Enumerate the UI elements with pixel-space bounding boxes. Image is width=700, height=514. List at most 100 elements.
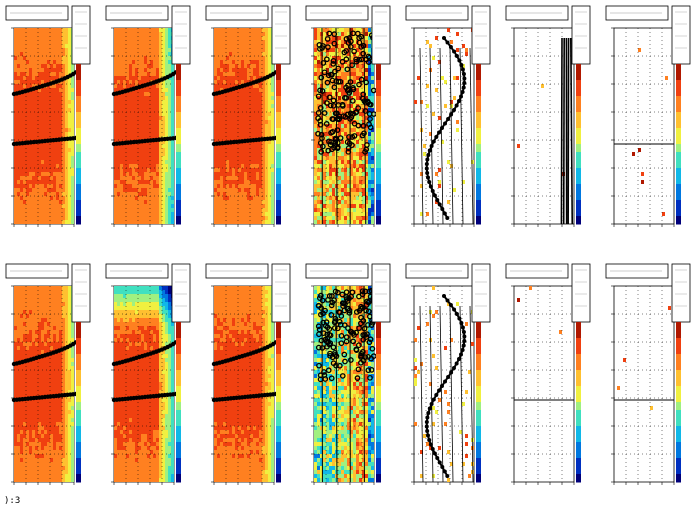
heat-cell	[68, 330, 71, 334]
heat-cell	[350, 188, 353, 192]
heat-cell	[268, 40, 271, 44]
marker-track	[363, 27, 367, 225]
heat-cell	[338, 92, 341, 96]
heat-cell	[159, 140, 162, 144]
heat-cell	[38, 290, 41, 294]
heat-cell	[147, 100, 150, 104]
heat-cell	[20, 334, 23, 338]
heat-cell	[444, 80, 447, 84]
heat-cell	[53, 322, 56, 326]
colorbar-cell	[576, 208, 581, 217]
heat-cell	[120, 32, 123, 36]
heat-cell	[265, 56, 268, 60]
heat-cell	[20, 172, 23, 176]
heat-cell	[268, 184, 271, 188]
heat-cell	[332, 216, 335, 220]
colorbar-cell	[576, 80, 581, 89]
heat-cell	[371, 220, 374, 224]
heat-cell	[17, 68, 20, 72]
heat-cell	[371, 84, 374, 88]
heat-cell	[238, 168, 241, 172]
heat-cell	[268, 144, 271, 148]
heat-cell	[53, 306, 56, 310]
heat-cell	[138, 72, 141, 76]
heat-cell	[65, 326, 68, 330]
colorbar-cell	[376, 88, 381, 97]
heat-cell	[23, 212, 26, 216]
heat-cell	[359, 176, 362, 180]
heat-cell	[71, 84, 74, 88]
heat-cell	[56, 96, 59, 100]
heat-cell	[426, 40, 429, 44]
heat-cell	[265, 196, 268, 200]
heat-cell	[129, 180, 132, 184]
heat-cell	[217, 72, 220, 76]
heat-cell	[271, 220, 274, 224]
heat-cell	[65, 80, 68, 84]
heat-cell	[344, 200, 347, 204]
heat-cell	[232, 104, 235, 108]
heat-cell	[135, 208, 138, 212]
heat-cell	[123, 112, 126, 116]
heat-cell	[62, 152, 65, 156]
heat-cell	[241, 112, 244, 116]
heat-cell	[156, 52, 159, 56]
heat-cell	[329, 88, 332, 92]
heat-cell	[123, 208, 126, 212]
heat-cell	[326, 152, 329, 156]
heat-cell	[165, 180, 168, 184]
heat-cell	[338, 196, 341, 200]
heat-cell	[56, 196, 59, 200]
heat-cell	[150, 208, 153, 212]
heat-cell	[23, 306, 26, 310]
heat-cell	[141, 172, 144, 176]
heat-cell	[47, 68, 50, 72]
heat-cell	[226, 48, 229, 52]
heat-cell	[362, 40, 365, 44]
heat-cell	[214, 52, 217, 56]
heat-cell	[165, 216, 168, 220]
heat-cell	[359, 208, 362, 212]
heat-cell	[159, 176, 162, 180]
heat-cell	[359, 128, 362, 132]
heat-cell	[256, 104, 259, 108]
heat-cell	[344, 44, 347, 48]
heat-cell	[344, 172, 347, 176]
heat-cell	[165, 124, 168, 128]
heat-cell	[162, 84, 165, 88]
heat-cell	[453, 76, 456, 80]
heat-cell	[144, 144, 147, 148]
heat-cell	[365, 168, 368, 172]
heat-cell	[165, 156, 168, 160]
heat-cell	[371, 200, 374, 204]
heat-cell	[323, 220, 326, 224]
heat-cell	[38, 124, 41, 128]
heat-cell	[56, 330, 59, 334]
heat-cell	[268, 148, 271, 152]
heat-cell	[268, 36, 271, 40]
heat-cell	[68, 156, 71, 160]
heat-cell	[250, 192, 253, 196]
heat-cell	[317, 144, 320, 148]
marker-point	[315, 115, 321, 122]
heat-cell	[338, 216, 341, 220]
heat-cell	[68, 216, 71, 220]
heat-cell	[29, 36, 32, 40]
heat-cell	[323, 200, 326, 204]
heat-cell	[226, 148, 229, 152]
heat-cell	[232, 220, 235, 224]
heat-cell	[20, 188, 23, 192]
heat-cell	[114, 216, 117, 220]
heat-cell	[32, 196, 35, 200]
heat-cell	[229, 120, 232, 124]
heat-cell	[62, 314, 65, 318]
heat-cell	[332, 180, 335, 184]
heat-cell	[344, 124, 347, 128]
heat-cell	[217, 192, 220, 196]
heat-cell	[329, 64, 332, 68]
heat-cell	[235, 220, 238, 224]
heat-cell	[23, 72, 26, 76]
heat-cell	[68, 302, 71, 306]
heat-cell	[353, 208, 356, 212]
heat-cell	[156, 124, 159, 128]
